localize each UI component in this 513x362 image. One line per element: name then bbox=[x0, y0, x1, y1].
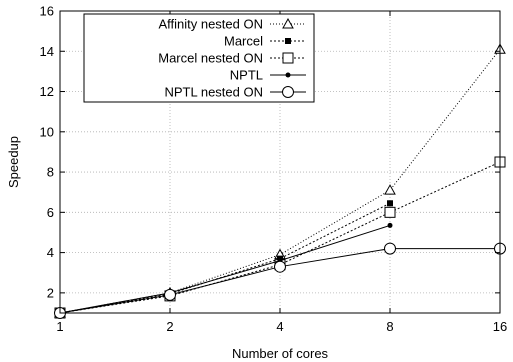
series-layer bbox=[54, 43, 506, 319]
legend-label: NPTL bbox=[230, 68, 263, 83]
series-3 bbox=[57, 222, 393, 316]
y-tick-label: 12 bbox=[40, 84, 54, 99]
data-point bbox=[384, 242, 396, 255]
series-line bbox=[59, 224, 391, 314]
x-axis-ticks: 1 2 4 8 16 bbox=[56, 11, 507, 334]
y-axis-label: Speedup bbox=[6, 136, 21, 188]
legend: Affinity nested ON Marcel Marcel nested ON… bbox=[83, 13, 315, 103]
x-tick-label: 2 bbox=[166, 319, 173, 334]
y-tick-label: 6 bbox=[47, 205, 54, 220]
x-tick-label: 4 bbox=[276, 319, 283, 334]
x-axis-label: Number of cores bbox=[232, 346, 329, 361]
data-point bbox=[384, 206, 396, 218]
legend-label: Marcel nested ON bbox=[158, 51, 263, 66]
legend-marker bbox=[285, 38, 291, 44]
legend-label: Affinity nested ON bbox=[158, 17, 263, 32]
data-point bbox=[274, 260, 286, 273]
x-tick-label: 1 bbox=[56, 319, 63, 334]
data-point bbox=[164, 288, 176, 301]
legend-marker bbox=[282, 17, 294, 29]
legend-marker bbox=[285, 72, 291, 78]
legend-label: NPTL nested ON bbox=[164, 85, 263, 100]
data-point bbox=[387, 200, 393, 207]
x-tick-label: 8 bbox=[386, 319, 393, 334]
y-tick-label: 4 bbox=[47, 245, 54, 260]
y-tick-label: 2 bbox=[47, 285, 54, 300]
y-tick-label: 10 bbox=[40, 124, 54, 139]
y-tick-label: 16 bbox=[40, 4, 54, 19]
legend-marker bbox=[282, 86, 294, 98]
x-tick-label: 16 bbox=[493, 319, 507, 334]
series-line bbox=[59, 202, 391, 314]
legend-label: Marcel bbox=[224, 34, 263, 49]
y-tick-label: 8 bbox=[47, 165, 54, 180]
y-tick-label: 14 bbox=[40, 44, 54, 59]
y-axis-ticks: 2 4 6 8 10 12 14 16 bbox=[40, 4, 500, 300]
data-point bbox=[384, 184, 396, 195]
legend-marker bbox=[282, 52, 294, 64]
data-point bbox=[387, 222, 393, 228]
